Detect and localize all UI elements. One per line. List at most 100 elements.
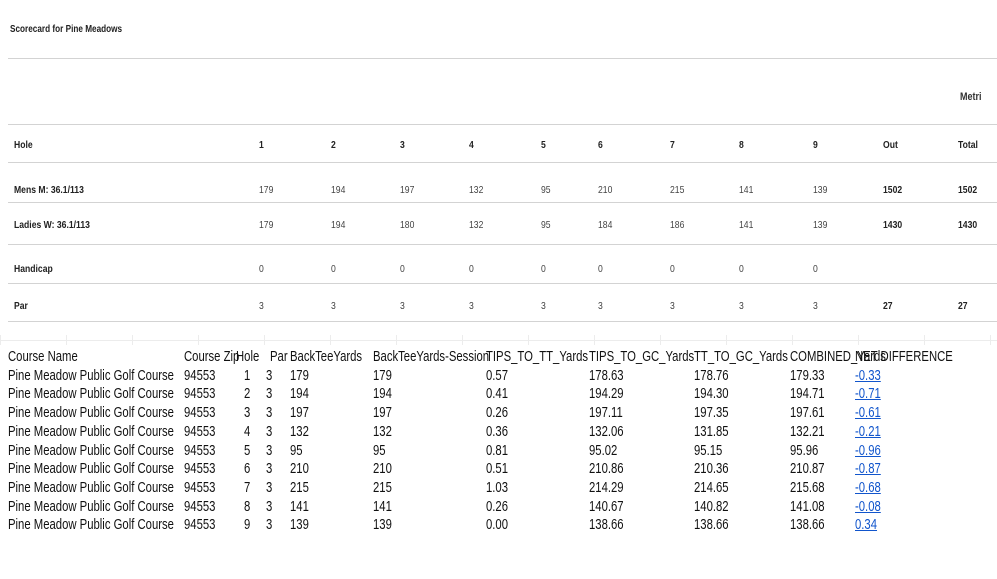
scorecard-cell: 0 — [469, 263, 474, 275]
table-row: Pine Meadow Public Golf Course 94553 1 3 179… — [0, 368, 997, 386]
net-difference-link[interactable]: -0.96 — [855, 442, 881, 459]
table-cell: 0.26 — [486, 498, 509, 515]
scorecard-row: Par 3 3 3 3 3 3 3 3 3 27 27 — [0, 300, 997, 320]
table-cell: 95.02 — [589, 442, 618, 459]
table-row: Pine Meadow Public Golf Course 94553 7 3 215… — [0, 480, 997, 498]
table-cell: 132 — [373, 423, 392, 440]
column-header: TT_TO_GC_Yards — [694, 349, 788, 365]
table-cell: Pine Meadow Public Golf Course — [8, 517, 174, 534]
table-cell: Pine Meadow Public Golf Course — [8, 367, 174, 384]
table-cell: 3 — [266, 442, 273, 459]
scorecard-cell: 179 — [259, 184, 274, 196]
table-cell: 3 — [266, 498, 273, 515]
table-cell: 138.66 — [589, 517, 624, 534]
scorecard-header-cell: 8 — [739, 139, 744, 151]
scorecard-cell: 95 — [541, 184, 551, 196]
table-cell: 3 — [266, 386, 273, 403]
table-cell: 95.96 — [790, 442, 819, 459]
table-cell: 194.30 — [694, 386, 729, 403]
scorecard-header-row: Hole 1 2 3 4 5 6 7 8 9 Out Total — [0, 139, 997, 159]
table-cell: 138.66 — [790, 517, 825, 534]
scorecard-cell: 194 — [331, 184, 346, 196]
scorecard-row-label: Par — [14, 300, 28, 312]
scorecard-cell: 1502 — [883, 184, 903, 196]
table-cell: 3 — [266, 423, 273, 440]
table-cell: 179 — [373, 367, 392, 384]
scorecard-row: Handicap 0 0 0 0 0 0 0 0 0 — [0, 263, 997, 283]
table-cell: 0.51 — [486, 461, 509, 478]
column-header: TIPS_TO_TT_Yards — [486, 349, 589, 365]
scorecard-panel: Scorecard for Pine Meadows Metri Hole 1 2 3… — [0, 24, 997, 322]
table-row: Pine Meadow Public Golf Course 94553 5 3 95 9… — [0, 443, 997, 461]
table-cell: 210 — [373, 461, 392, 478]
table-cell: 4 — [244, 423, 251, 440]
net-difference-link[interactable]: -0.21 — [855, 423, 881, 440]
table-cell: 132 — [290, 423, 309, 440]
scorecard-row: Mens M: 36.1/113 179 194 197 132 95 210 215 141 1… — [0, 184, 997, 204]
scorecard-header-cell: 4 — [469, 139, 474, 151]
table-cell: 197 — [290, 405, 309, 422]
net-difference-link[interactable]: -0.08 — [855, 498, 881, 515]
scorecard-header-cell: Total — [958, 139, 978, 151]
table-cell: 0.41 — [486, 386, 509, 403]
table-cell: 94553 — [184, 442, 216, 459]
scorecard-row-label: Handicap — [14, 263, 53, 275]
scorecard-cell: 0 — [400, 263, 405, 275]
scorecard-header-cell: 2 — [331, 139, 336, 151]
column-header: Hole — [236, 349, 260, 365]
table-cell: 139 — [290, 517, 309, 534]
scorecard-cell: 194 — [331, 219, 346, 231]
table-cell: 3 — [244, 405, 251, 422]
net-difference-link[interactable]: -0.87 — [855, 461, 881, 478]
table-cell: 94553 — [184, 498, 216, 515]
scorecard-header-cell: 3 — [400, 139, 405, 151]
table-cell: 210 — [290, 461, 309, 478]
table-cell: Pine Meadow Public Golf Course — [8, 405, 174, 422]
table-cell: 197.35 — [694, 405, 729, 422]
table-cell: Pine Meadow Public Golf Course — [8, 479, 174, 496]
table-cell: 5 — [244, 442, 251, 459]
table-cell: 1 — [244, 367, 251, 384]
divider — [8, 321, 997, 322]
net-difference-link[interactable]: -0.68 — [855, 479, 881, 496]
column-header: Par — [270, 349, 288, 365]
divider — [8, 202, 997, 203]
table-cell: 94553 — [184, 517, 216, 534]
divider — [8, 244, 997, 245]
table-cell: 210.86 — [589, 461, 624, 478]
net-difference-link[interactable]: -0.71 — [855, 386, 881, 403]
table-cell: Pine Meadow Public Golf Course — [8, 423, 174, 440]
scorecard-cell: 3 — [400, 300, 405, 312]
net-difference-link[interactable]: -0.33 — [855, 367, 881, 384]
table-cell: 95.15 — [694, 442, 723, 459]
divider — [8, 283, 997, 284]
table-cell: 214.29 — [589, 479, 624, 496]
table-cell: 215 — [373, 479, 392, 496]
metric-toggle[interactable]: Metri — [960, 91, 982, 103]
table-row: Pine Meadow Public Golf Course 94553 4 3 132… — [0, 424, 997, 442]
scorecard-cell: 139 — [813, 219, 828, 231]
table-cell: 94553 — [184, 405, 216, 422]
scorecard-row-label: Ladies W: 36.1/113 — [14, 219, 90, 231]
scorecard-cell: 139 — [813, 184, 828, 196]
scorecard-cell: 180 — [400, 219, 415, 231]
scorecard-cell: 184 — [598, 219, 613, 231]
table-cell: 194 — [290, 386, 309, 403]
scorecard-cell: 132 — [469, 184, 484, 196]
scorecard-header-cell: 6 — [598, 139, 603, 151]
table-cell: 3 — [266, 517, 273, 534]
scorecard-cell: 0 — [259, 263, 264, 275]
table-cell: 214.65 — [694, 479, 729, 496]
scorecard-cell: 3 — [469, 300, 474, 312]
scorecard-cell: 0 — [331, 263, 336, 275]
net-difference-link[interactable]: -0.61 — [855, 405, 881, 422]
table-cell: 3 — [266, 367, 273, 384]
divider — [8, 162, 997, 163]
scorecard-cell: 3 — [331, 300, 336, 312]
table-cell: 132.06 — [589, 423, 624, 440]
scorecard-cell: 0 — [813, 263, 818, 275]
table-cell: 139 — [373, 517, 392, 534]
table-cell: 215.68 — [790, 479, 825, 496]
scorecard-cell: 3 — [670, 300, 675, 312]
net-difference-link[interactable]: 0.34 — [855, 517, 878, 534]
